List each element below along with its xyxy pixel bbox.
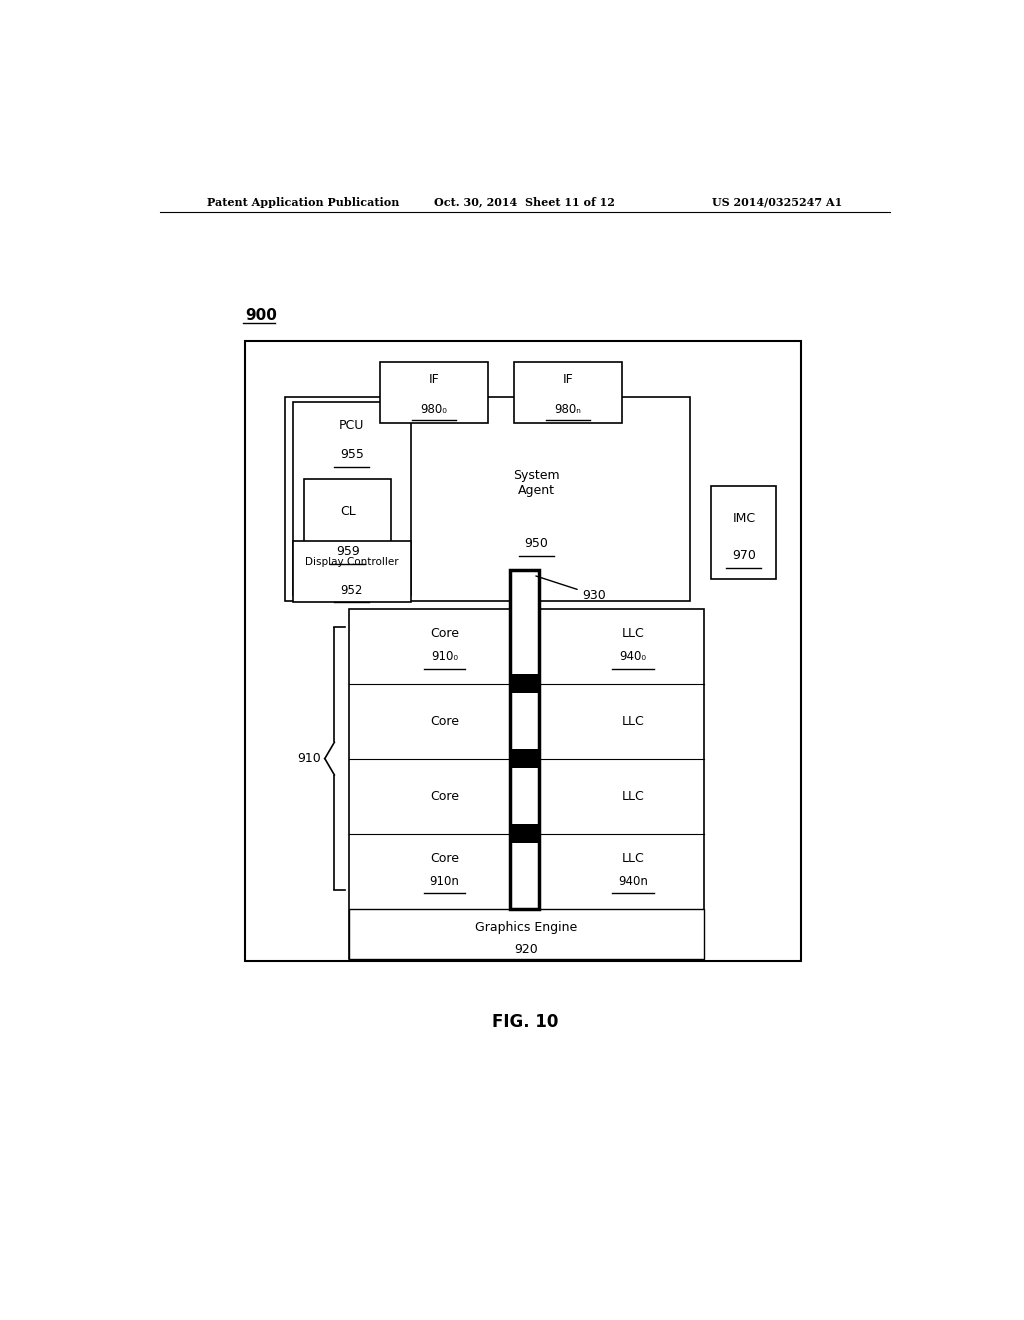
Bar	[304, 479, 391, 581]
Text: 952: 952	[341, 583, 362, 597]
Text: Core: Core	[430, 714, 459, 727]
Bar	[293, 541, 411, 602]
Bar	[348, 908, 705, 960]
Text: FIG. 10: FIG. 10	[492, 1014, 558, 1031]
Text: Patent Application Publication: Patent Application Publication	[207, 197, 399, 207]
Text: 959: 959	[336, 545, 359, 558]
Bar	[514, 362, 622, 422]
Bar	[712, 486, 776, 579]
Text: IMC: IMC	[732, 512, 756, 525]
Text: US 2014/0325247 A1: US 2014/0325247 A1	[712, 197, 842, 207]
Text: 940n: 940n	[618, 875, 648, 887]
Text: IF: IF	[429, 374, 439, 387]
Text: System
Agent: System Agent	[513, 469, 559, 496]
Bar	[246, 342, 801, 961]
Text: LLC: LLC	[622, 789, 644, 803]
Bar	[348, 609, 705, 960]
Text: Core: Core	[430, 627, 459, 640]
Text: 900: 900	[246, 308, 278, 323]
Bar	[510, 675, 539, 693]
Text: LLC: LLC	[622, 627, 644, 640]
Text: Core: Core	[430, 853, 459, 866]
Bar	[510, 570, 539, 908]
Text: 910₀: 910₀	[431, 649, 458, 663]
Text: Core: Core	[430, 789, 459, 803]
Text: Display Controller: Display Controller	[305, 557, 398, 566]
Text: Graphics Engine: Graphics Engine	[475, 921, 578, 935]
Text: 980ₙ: 980ₙ	[555, 403, 582, 416]
Text: 955: 955	[340, 447, 364, 461]
Text: 910: 910	[297, 752, 321, 766]
Bar	[293, 403, 411, 595]
Text: LLC: LLC	[622, 714, 644, 727]
Text: Oct. 30, 2014  Sheet 11 of 12: Oct. 30, 2014 Sheet 11 of 12	[434, 197, 615, 207]
Text: CL: CL	[340, 504, 355, 517]
Text: 950: 950	[524, 537, 548, 550]
Text: IF: IF	[562, 374, 573, 387]
Text: 970: 970	[732, 549, 756, 562]
Text: PCU: PCU	[339, 418, 365, 432]
Bar	[510, 750, 539, 768]
Text: 920: 920	[514, 942, 539, 956]
Bar	[285, 397, 690, 601]
Text: 980₀: 980₀	[421, 403, 447, 416]
Text: 940₀: 940₀	[620, 649, 646, 663]
Text: 930: 930	[536, 576, 606, 602]
Bar	[380, 362, 487, 422]
Bar	[510, 825, 539, 842]
Text: 910n: 910n	[430, 875, 460, 887]
Text: LLC: LLC	[622, 853, 644, 866]
